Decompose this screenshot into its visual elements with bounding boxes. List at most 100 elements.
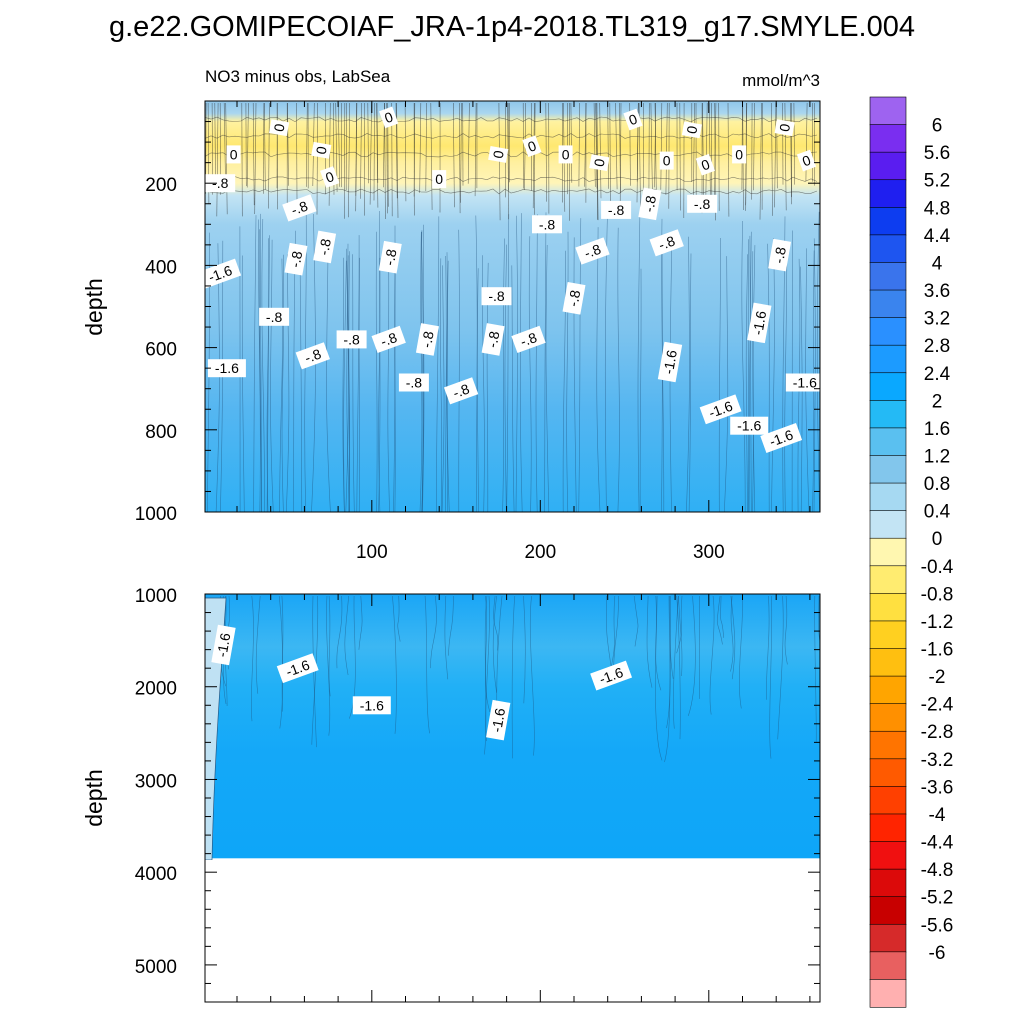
contour-line <box>570 102 573 183</box>
contour-line <box>338 102 340 187</box>
contour-line <box>660 102 663 190</box>
contour-label-text: -.8 <box>266 309 283 325</box>
colorbar-swatch <box>869 400 907 429</box>
contour-label: -.8 <box>282 194 317 222</box>
contour-line <box>666 595 671 729</box>
contour-line <box>286 254 290 512</box>
y-tick-label: 400 <box>145 257 177 278</box>
contour-label: -.8 <box>481 287 512 306</box>
contour-label: -.8 <box>481 323 505 356</box>
colorbar-label: -0.4 <box>921 557 954 578</box>
contour-line <box>266 238 270 512</box>
contour-label-box <box>205 174 236 193</box>
contour-label: 0 <box>379 106 399 129</box>
contour-label: -.8 <box>313 230 337 264</box>
contour-line <box>532 102 535 209</box>
contour-line <box>216 102 219 217</box>
contour-line <box>445 255 447 512</box>
lower-y-ticks: 1000 2000 3000 4000 5000 <box>135 586 820 984</box>
contour-line <box>633 595 639 647</box>
contour-line <box>347 255 350 512</box>
contour-label-text: 0 <box>562 146 570 162</box>
contour-label-text: -1.6 <box>793 375 817 391</box>
contour-line <box>394 247 396 512</box>
colorbar-label: 0.8 <box>924 474 950 495</box>
contour-line <box>650 102 653 192</box>
contour-line <box>397 595 401 642</box>
contour-label-box <box>601 200 632 219</box>
colorbar-label: 4.8 <box>924 198 950 219</box>
contour-line <box>639 268 642 512</box>
lower-y-label: depth <box>81 769 107 827</box>
upper-field <box>205 101 820 512</box>
contour-label: -.8 <box>371 325 406 353</box>
colorbar-label: -1.6 <box>921 640 954 661</box>
contour-line <box>816 211 820 512</box>
contour-line <box>299 253 303 512</box>
contour-line <box>749 235 752 512</box>
contour-label-box <box>488 145 509 163</box>
contour-label: -1.6 <box>352 696 391 715</box>
colorbar-swatch <box>869 896 907 925</box>
y-tick-label: 5000 <box>135 957 177 978</box>
contour-line <box>655 595 662 691</box>
contour-label: -.8 <box>205 174 236 193</box>
contour-label: 0 <box>226 145 241 164</box>
contour-line <box>205 188 818 195</box>
contour-line <box>241 102 243 217</box>
contour-label-text: -1.6 <box>360 697 384 713</box>
colorbar-label: -2.4 <box>921 695 954 716</box>
contour-label: 0 <box>774 119 795 137</box>
contour-label-text: -1.6 <box>707 398 735 421</box>
contour-line <box>619 102 622 203</box>
colorbar-label: -6 <box>929 943 946 964</box>
contour-line <box>753 102 755 191</box>
contour-label-box <box>226 145 241 164</box>
colorbar-swatch <box>869 565 907 594</box>
contour-line <box>777 595 784 740</box>
colorbar-label: -4 <box>929 805 946 826</box>
contour-label-text: 0 <box>683 124 700 135</box>
contour-line <box>223 102 226 183</box>
contour-line <box>424 595 430 734</box>
contour-line <box>529 595 535 756</box>
contour-label-box <box>282 194 317 222</box>
contour-line <box>378 257 381 512</box>
y-tick-label: 1000 <box>135 504 177 525</box>
contour-line <box>771 102 773 216</box>
contour-line <box>346 243 350 512</box>
contour-label: -1.6 <box>199 258 242 289</box>
contour-line <box>205 116 818 123</box>
contour-line <box>255 595 261 694</box>
contour-label: -.8 <box>638 187 662 221</box>
contour-label-text: -.8 <box>641 194 660 213</box>
contour-line <box>617 227 620 512</box>
contour-line <box>367 102 369 184</box>
contour-label-text: 0 <box>435 171 443 187</box>
contour-label-box <box>774 119 795 137</box>
contour-line <box>358 595 363 650</box>
upper-contour-stripes <box>205 102 820 512</box>
contour-label: 0 <box>432 170 447 189</box>
contour-label-text: -.8 <box>608 202 625 218</box>
contour-line <box>493 595 499 651</box>
contour-label: -1.6 <box>730 416 769 435</box>
contour-line <box>528 236 532 512</box>
contour-label-text: -1.6 <box>215 360 239 376</box>
contour-line <box>646 595 653 688</box>
contour-label-text: -.8 <box>484 330 503 349</box>
contour-line <box>205 133 818 139</box>
contour-line <box>578 218 582 512</box>
contour-label: -.8 <box>284 242 308 276</box>
contour-label-box <box>732 145 747 164</box>
colorbar-swatch <box>869 868 907 898</box>
contour-label-text: 0 <box>591 157 608 168</box>
contour-label: 0 <box>488 145 509 163</box>
contour-line <box>425 102 427 192</box>
contour-line <box>253 215 257 512</box>
contour-line <box>637 211 641 512</box>
contour-line <box>613 595 619 668</box>
contour-line <box>766 595 770 700</box>
colorbar-label: 0 <box>932 529 943 550</box>
contour-line <box>404 102 407 202</box>
